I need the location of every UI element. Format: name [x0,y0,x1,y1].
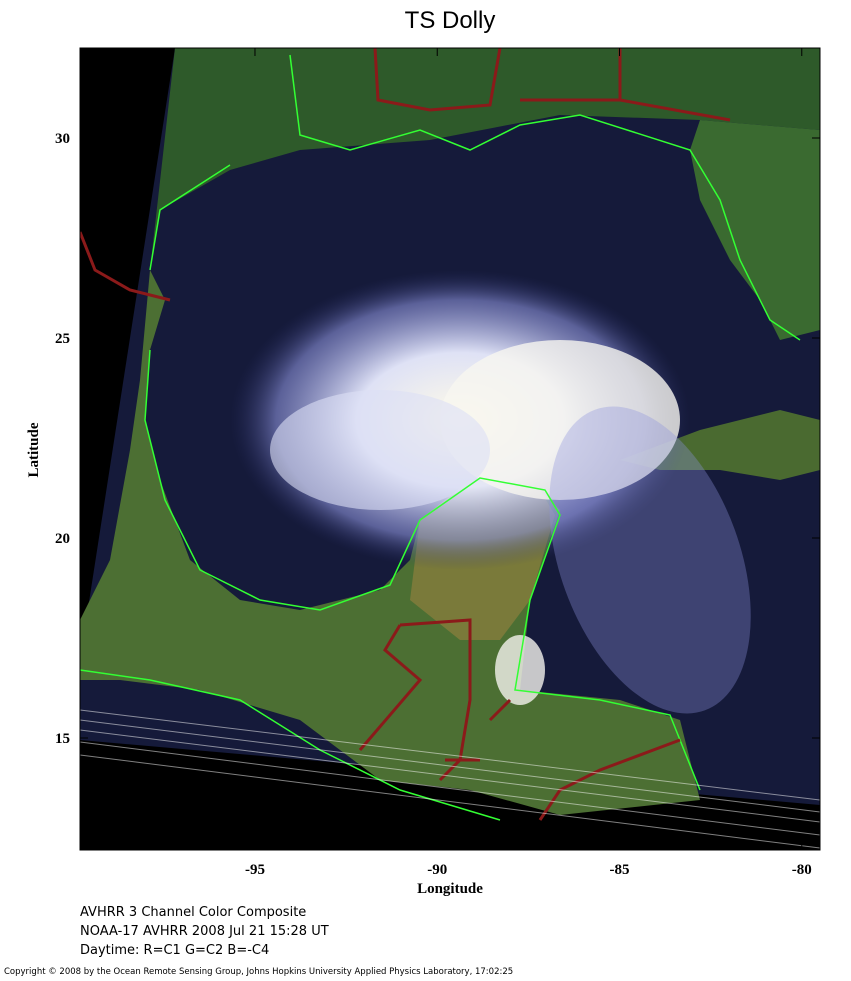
plot-frame [79,47,821,851]
caption-line: NOAA-17 AVHRR 2008 Jul 21 15:28 UT [80,924,329,939]
y-tick-label: 25 [55,331,70,347]
y-tick-label: 20 [55,531,70,547]
x-axis-label: Longitude [417,881,483,897]
caption-line: AVHRR 3 Channel Color Composite [80,905,306,920]
caption: AVHRR 3 Channel Color Composite NOAA-17 A… [80,905,329,958]
map-title: TS Dolly [405,7,496,34]
x-tick-label: -95 [245,862,265,878]
x-tick-label: -80 [792,862,812,878]
x-tick-label: -85 [610,862,630,878]
y-axis-label: Latitude [26,422,42,477]
caption-line: Daytime: R=C1 G=C2 B=-C4 [80,943,269,958]
satellite-image [80,48,820,850]
x-tick-label: -90 [427,862,447,878]
y-tick-label: 30 [55,131,70,147]
y-tick-label: 15 [55,731,70,747]
copyright: Copyright © 2008 by the Ocean Remote Sen… [4,967,513,977]
